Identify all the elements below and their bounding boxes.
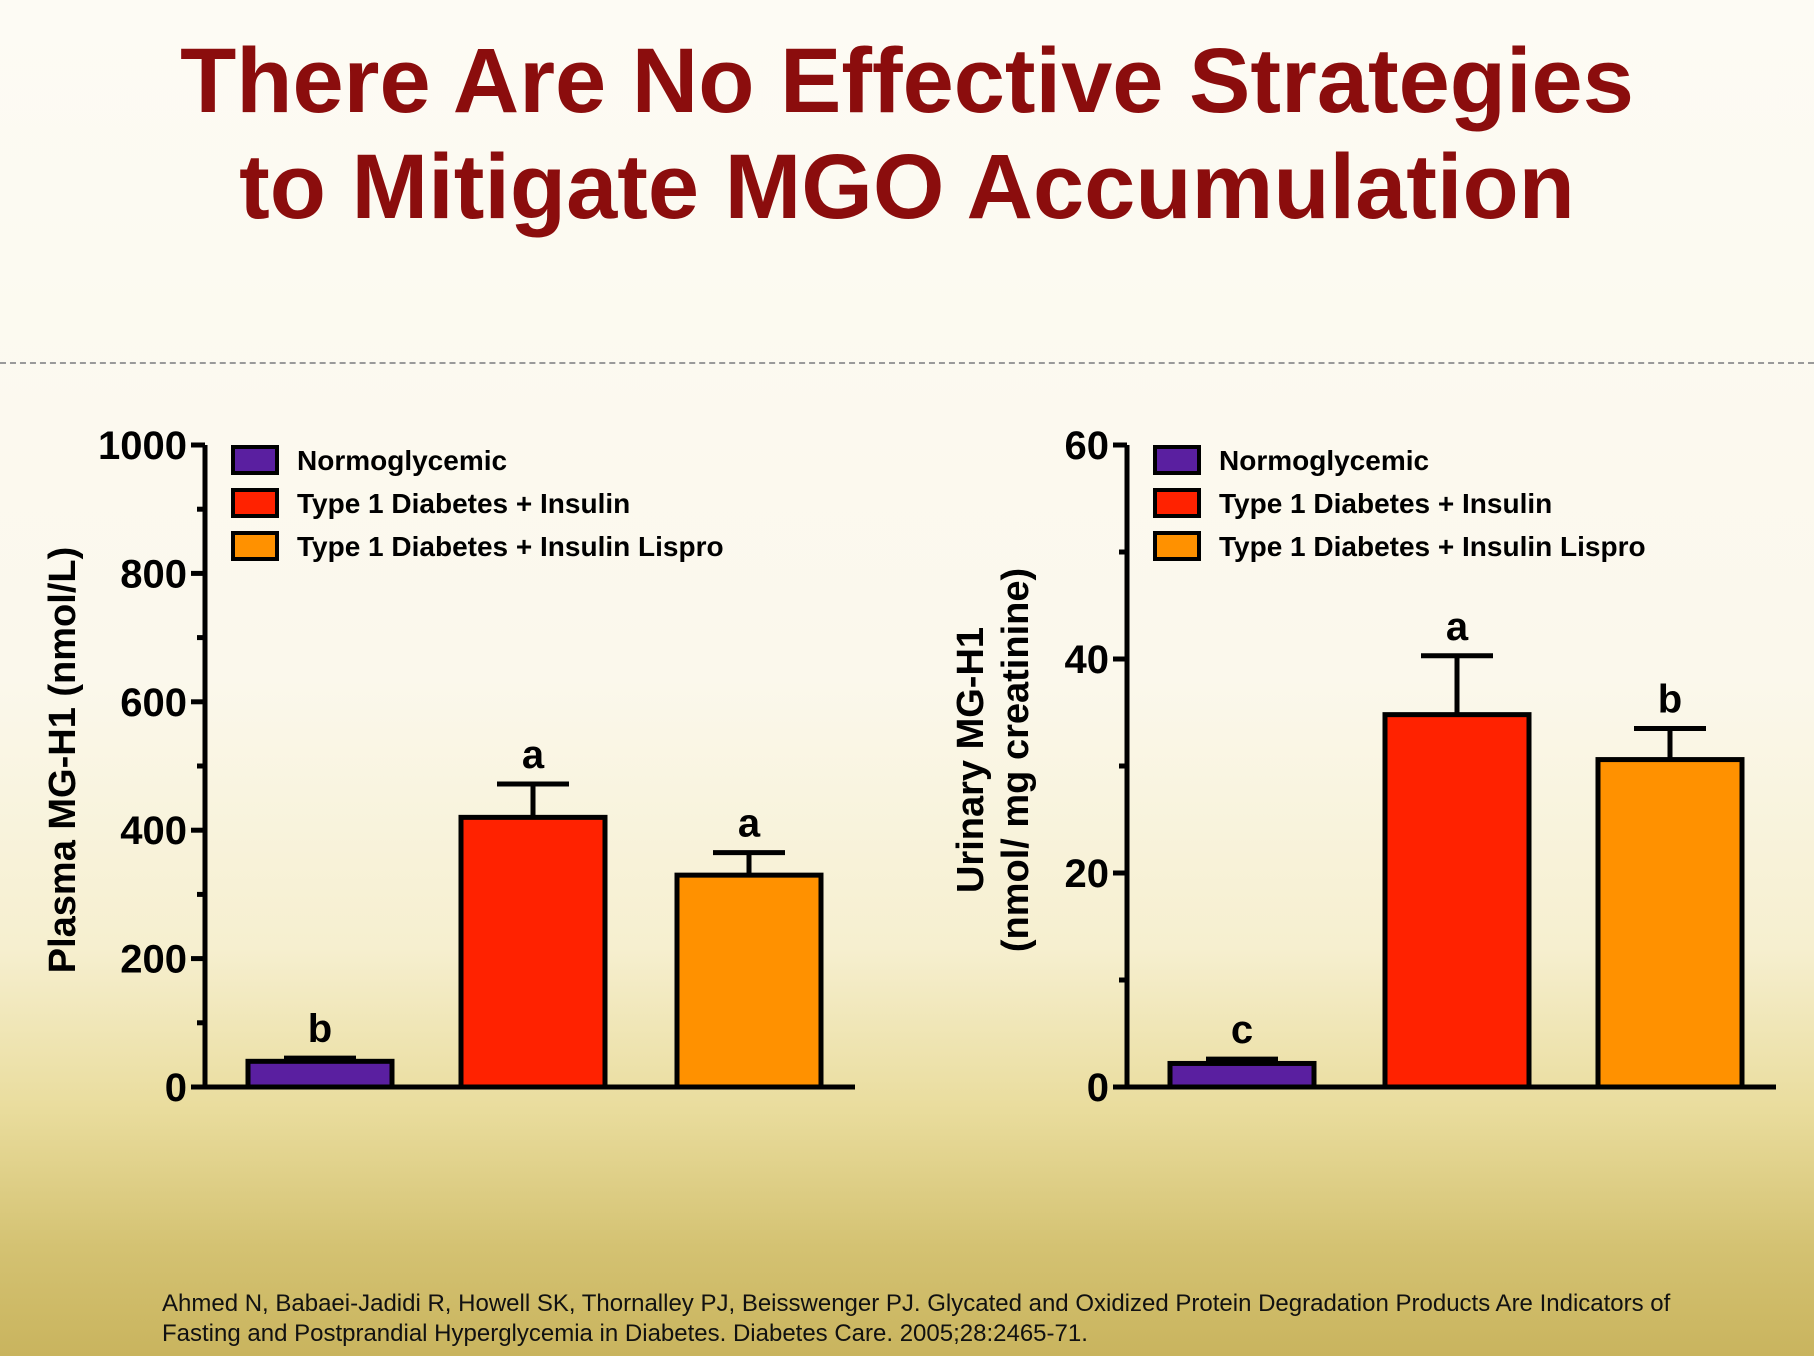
citation: Ahmed N, Babaei-Jadidi R, Howell SK, Tho…: [162, 1289, 1782, 1349]
legend-swatch: [1153, 445, 1201, 475]
citation-line-2: Fasting and Postprandial Hyperglycemia i…: [162, 1320, 1088, 1347]
y-tick-label: 400: [120, 809, 187, 853]
slide-title: There Are No Effective Strategies to Mit…: [0, 28, 1814, 240]
legend-swatch: [1153, 488, 1201, 518]
y-tick-label: 20: [1065, 852, 1110, 896]
bar-type-1-diabetes-insulin: [1382, 712, 1532, 1090]
legend-label: Normoglycemic: [1219, 445, 1429, 476]
bar-type-1-diabetes-insulin-lispro: [1595, 757, 1745, 1090]
y-tick-label: 0: [165, 1066, 187, 1110]
y-axis-label: Plasma MG-H1 (nmol/L): [42, 547, 84, 974]
significance-label: b: [308, 1007, 332, 1051]
bar-normoglycemic: [245, 1058, 395, 1090]
slide-title-line-1: There Are No Effective Strategies: [180, 30, 1634, 132]
y-tick-label: 600: [120, 681, 187, 725]
legend-swatch: [231, 445, 279, 475]
significance-label: b: [1658, 678, 1682, 722]
legend-swatch: [1153, 531, 1201, 561]
slide-title-line-2: to Mitigate MGO Accumulation: [239, 136, 1575, 238]
legend-swatch: [231, 488, 279, 518]
y-axis-label-line-1: Urinary MG-H1: [950, 627, 992, 893]
section-divider: [0, 362, 1814, 364]
citation-line-1: Ahmed N, Babaei-Jadidi R, Howell SK, Tho…: [162, 1290, 1671, 1317]
significance-label: a: [738, 802, 761, 846]
y-axis-label-line-2: (nmol/ mg creatinine): [995, 568, 1037, 952]
legend-label: Normoglycemic: [297, 445, 507, 476]
urinary-chart: 0 20 40 60 Urinary MG-H1 (nmol/ mg creatinine…: [950, 424, 1776, 1110]
bar-type-1-diabetes-insulin-lispro: [674, 872, 824, 1090]
bar-type-1-diabetes-insulin: [458, 814, 608, 1090]
legend-label: Type 1 Diabetes + Insulin Lispro: [297, 531, 724, 562]
y-tick-label: 60: [1065, 424, 1110, 468]
y-tick-label: 200: [120, 938, 187, 982]
legend-label: Type 1 Diabetes + Insulin: [1219, 488, 1552, 519]
significance-label: a: [522, 733, 545, 777]
y-tick-label: 40: [1065, 638, 1110, 682]
legend-label: Type 1 Diabetes + Insulin: [297, 488, 630, 519]
y-tick-label: 1000: [98, 424, 187, 468]
y-tick-label: 0: [1087, 1066, 1109, 1110]
bar-normoglycemic: [1167, 1060, 1317, 1090]
significance-label: c: [1231, 1008, 1253, 1052]
plasma-chart: 0 200 400 600 800 1000 Plasma MG-H1 (nmol/L) b a…: [42, 424, 855, 1110]
y-tick-label: 800: [120, 552, 187, 596]
significance-label: a: [1446, 605, 1469, 649]
legend-swatch: [231, 531, 279, 561]
legend-label: Type 1 Diabetes + Insulin Lispro: [1219, 531, 1646, 562]
